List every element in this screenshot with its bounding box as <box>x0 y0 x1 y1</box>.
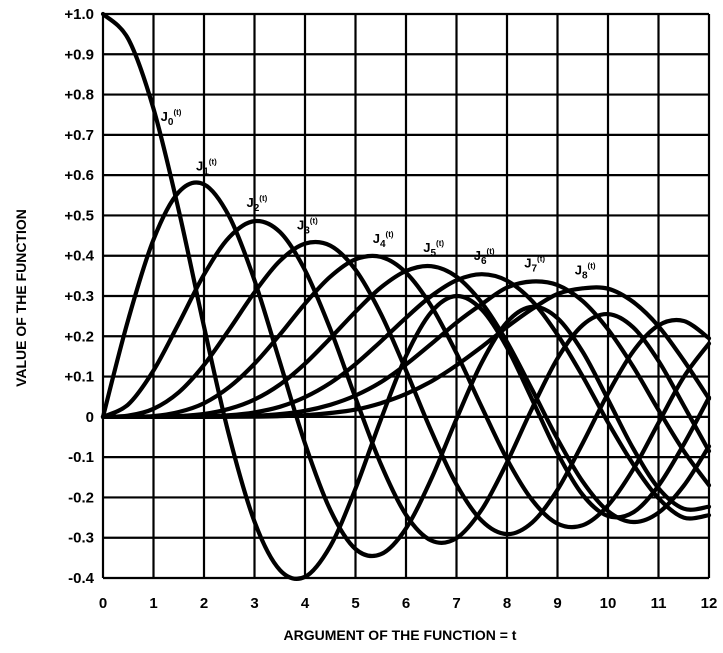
x-tick-labels: 0 1 2 3 4 5 6 7 8 9 10 11 12 <box>99 595 718 612</box>
y-tick-label: +0.4 <box>64 248 94 265</box>
curve-label-j0: J0(t) <box>161 108 182 128</box>
y-tick-label: -0.1 <box>68 449 94 466</box>
y-tick-label: -0.4 <box>68 570 95 587</box>
x-tick-label: 0 <box>99 595 107 612</box>
x-tick-label: 4 <box>301 595 310 612</box>
y-tick-label: +0.3 <box>64 288 94 305</box>
series-line-j8 <box>100 285 712 419</box>
y-tick-label: +0.8 <box>64 87 94 104</box>
x-tick-label: 12 <box>701 595 718 612</box>
x-tick-label: 9 <box>553 595 561 612</box>
curve-label-j7: J7(t) <box>524 254 545 274</box>
y-tick-label: +0.7 <box>64 127 94 144</box>
series-curves <box>100 11 712 581</box>
y-tick-labels: +1.0 +0.9 +0.8 +0.7 +0.6 +0.5 +0.4 +0.3 +0.2 +0.1… <box>64 6 94 587</box>
curve-label-j6: J6(t) <box>474 247 495 267</box>
y-tick-label: +1.0 <box>64 6 94 23</box>
series-line-j3 <box>100 239 712 537</box>
series-line-j5 <box>100 263 712 525</box>
x-tick-label: 7 <box>452 595 460 612</box>
series-line-j2 <box>100 218 712 545</box>
x-tick-label: 8 <box>503 595 511 612</box>
curve-label-j4: J4(t) <box>373 230 394 250</box>
y-tick-label: +0.6 <box>64 167 94 184</box>
y-tick-label: +0.5 <box>64 207 94 224</box>
x-axis-label: ARGUMENT OF THE FUNCTION = t <box>284 627 517 643</box>
x-tick-label: 10 <box>600 595 617 612</box>
y-tick-label: +0.9 <box>64 46 94 63</box>
x-tick-label: 11 <box>651 595 667 612</box>
grid <box>101 12 711 580</box>
curve-label-j2: J2(t) <box>247 194 268 214</box>
y-tick-label: -0.3 <box>68 530 94 547</box>
y-tick-label: -0.2 <box>68 489 94 506</box>
y-axis-label: VALUE OF THE FUNCTION <box>13 209 29 387</box>
x-tick-label: 6 <box>402 595 410 612</box>
x-tick-label: 5 <box>351 595 359 612</box>
y-tick-label: +0.2 <box>64 328 94 345</box>
y-tick-label: 0 <box>86 409 94 426</box>
x-tick-label: 3 <box>250 595 258 612</box>
y-tick-label: +0.1 <box>64 369 94 386</box>
x-tick-label: 2 <box>200 595 208 612</box>
curve-label-j3: J3(t) <box>297 217 318 237</box>
series-line-j1 <box>100 180 712 559</box>
curve-label-j8: J8(t) <box>575 261 596 281</box>
x-tick-label: 1 <box>149 595 157 612</box>
